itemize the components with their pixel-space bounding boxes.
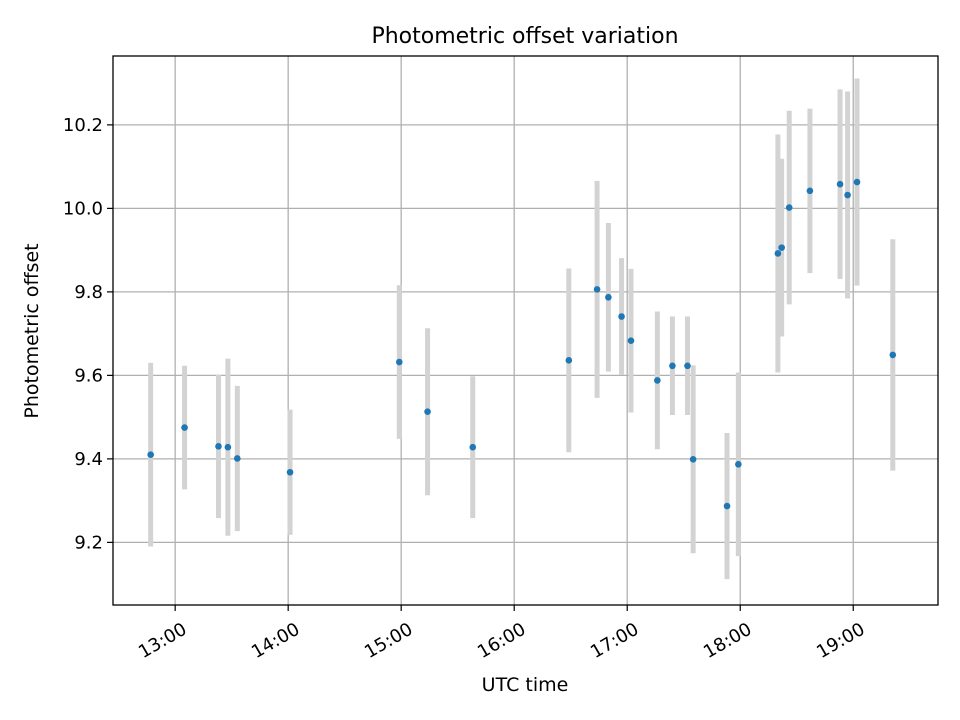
data-point [853, 178, 861, 186]
y-axis-label: Photometric offset [21, 243, 43, 418]
data-point [215, 443, 222, 450]
data-point [774, 250, 782, 257]
y-tick-label: 9.6 [74, 366, 103, 387]
data-point [806, 187, 814, 195]
grid-layer [113, 56, 938, 605]
data-point [424, 408, 431, 416]
chart-title: Photometric offset variation [371, 24, 678, 49]
data-point [836, 180, 844, 188]
data-point [469, 443, 477, 451]
data-point [593, 286, 601, 293]
x-axis-label: UTC time [482, 674, 569, 696]
data-point [181, 424, 188, 431]
y-tick-label: 9.4 [74, 449, 103, 470]
y-tick-label: 10.2 [63, 115, 103, 136]
data-point [147, 451, 154, 459]
data-point [778, 244, 785, 251]
data-point [565, 357, 573, 364]
data-point [844, 191, 851, 199]
data-point [224, 443, 232, 451]
data-point [627, 337, 635, 345]
data-point [618, 313, 625, 320]
data-point [234, 455, 241, 462]
data-point [396, 358, 403, 366]
plot-frame [112, 55, 939, 606]
y-tick-label: 9.2 [74, 533, 103, 554]
data-point [723, 502, 731, 510]
data-point [654, 377, 661, 384]
y-tick-label: 9.8 [74, 282, 103, 303]
data-point [669, 362, 676, 370]
data-point [286, 468, 294, 476]
point-layer [147, 178, 897, 510]
data-point [889, 351, 897, 359]
data-point [785, 204, 793, 211]
y-tick-label: 10.0 [63, 199, 103, 220]
data-point [689, 455, 697, 463]
data-point [735, 461, 742, 468]
data-point [605, 294, 612, 301]
data-point [684, 362, 691, 370]
